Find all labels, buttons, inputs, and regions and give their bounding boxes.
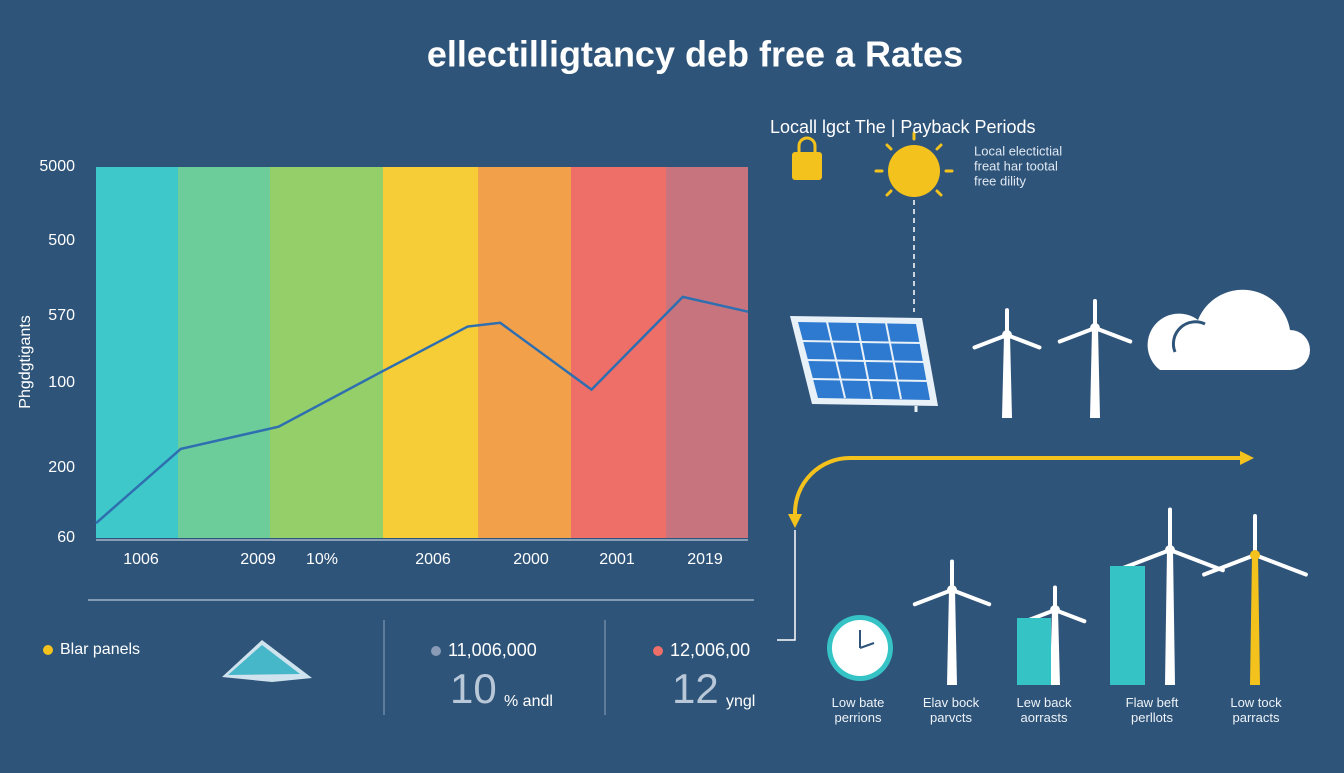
stat-dot [431, 646, 441, 656]
blade [912, 588, 954, 607]
chart: 5000 500 570 100 200 60 Phgdgtigants 1006 2009 10… [17, 158, 749, 568]
band [96, 167, 178, 538]
panel-heading: Locall lgct The | Payback Periods [770, 117, 1035, 137]
tower [1090, 328, 1100, 418]
y-axis-title: Phgdgtigants [17, 315, 34, 408]
turbines [912, 299, 1308, 685]
tower [1250, 555, 1260, 685]
blade [1253, 553, 1308, 577]
data-line [95, 295, 749, 525]
hub [1090, 323, 1100, 333]
blade [950, 588, 992, 607]
x-tick-label: 2019 [687, 551, 723, 568]
tower [1050, 610, 1060, 685]
hub [1250, 550, 1260, 560]
band [383, 167, 478, 538]
y-tick-label: 100 [48, 374, 75, 391]
blade [1168, 548, 1225, 573]
tower [1165, 550, 1175, 685]
tower [1002, 335, 1012, 418]
periods: Low bate perrions Elav bock parvcts Lew back… [832, 695, 1283, 725]
hub [1002, 330, 1012, 340]
period-label: Low tock parracts [1230, 695, 1282, 725]
blade [1005, 333, 1042, 350]
y-tick-label: 570 [48, 307, 75, 324]
panel-icon [222, 640, 312, 682]
y-tick-label: 500 [48, 232, 75, 249]
bars [1017, 566, 1145, 685]
blade [972, 333, 1009, 350]
stat-suffix: % andl [504, 693, 553, 710]
y-tick-label: 5000 [39, 158, 75, 175]
clock [827, 615, 893, 681]
y-tick-label: 200 [48, 459, 75, 476]
stat-big: 12 [672, 665, 719, 712]
tower [947, 590, 957, 685]
blade [1053, 608, 1087, 624]
x-tick-label: 1006 [123, 551, 159, 568]
stat-dot [653, 646, 663, 656]
x-tick-label: 2006 [415, 551, 451, 568]
note-line: freat har tootal [974, 158, 1058, 173]
legend-label: Blar panels [60, 641, 140, 658]
band [666, 167, 748, 538]
hub [1050, 605, 1060, 615]
period-label: Elav bock parvcts [923, 695, 980, 725]
x-tick-label: 2000 [513, 551, 549, 568]
hub [1165, 545, 1175, 555]
hub [947, 585, 957, 595]
x-tick-label: 2009 [240, 551, 276, 568]
note-line: free dility [974, 173, 1027, 188]
x-tick-label: 10% [306, 551, 338, 568]
stat-label: 12,006,00 [670, 640, 750, 660]
stat-label: 11,006,000 [448, 640, 537, 660]
band [178, 167, 270, 538]
period-label: Lew back aorrasts [1017, 695, 1072, 725]
arrow [777, 451, 1254, 641]
stat-big: 10 [450, 665, 497, 712]
blade [1057, 326, 1097, 344]
period-label: Flaw beft perllots [1126, 695, 1179, 725]
stat-suffix: yngl [726, 693, 755, 710]
blade [1093, 326, 1133, 344]
title: ellectilligtancy deb free a Rates [427, 34, 963, 75]
legend-dot [43, 645, 53, 655]
period-label: Low bate perrions [832, 695, 885, 725]
band [270, 167, 383, 538]
band [571, 167, 666, 538]
y-tick-label: 60 [57, 529, 75, 546]
band [478, 167, 571, 538]
note-line: Local electictial [974, 143, 1062, 158]
blade [1202, 553, 1257, 577]
x-tick-label: 2001 [599, 551, 635, 568]
stats: 11,006,000 10 % andl 12,006,00 12 yngl [431, 640, 755, 712]
icons [790, 131, 1310, 412]
